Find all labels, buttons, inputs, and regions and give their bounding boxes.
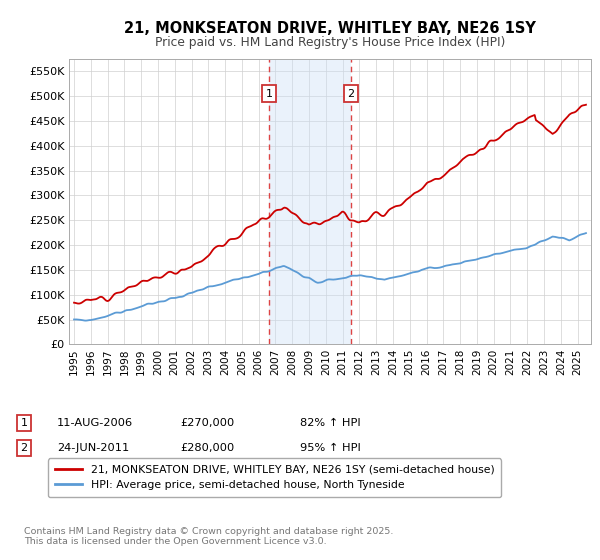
Text: Price paid vs. HM Land Registry's House Price Index (HPI): Price paid vs. HM Land Registry's House … [155, 36, 505, 49]
Text: 11-AUG-2006: 11-AUG-2006 [57, 418, 133, 428]
Legend: 21, MONKSEATON DRIVE, WHITLEY BAY, NE26 1SY (semi-detached house), HPI: Average : 21, MONKSEATON DRIVE, WHITLEY BAY, NE26 … [49, 458, 501, 497]
Text: 24-JUN-2011: 24-JUN-2011 [57, 443, 129, 453]
Bar [269, 59, 350, 344]
Text: Contains HM Land Registry data © Crown copyright and database right 2025.
This d: Contains HM Land Registry data © Crown c… [24, 526, 394, 546]
Text: £270,000: £270,000 [180, 418, 234, 428]
Text: 82% ↑ HPI: 82% ↑ HPI [300, 418, 361, 428]
Text: 1: 1 [265, 88, 272, 99]
Text: 2: 2 [347, 88, 354, 99]
Text: 95% ↑ HPI: 95% ↑ HPI [300, 443, 361, 453]
Text: 1: 1 [20, 418, 28, 428]
Text: £280,000: £280,000 [180, 443, 234, 453]
Text: 2: 2 [20, 443, 28, 453]
Text: 21, MONKSEATON DRIVE, WHITLEY BAY, NE26 1SY: 21, MONKSEATON DRIVE, WHITLEY BAY, NE26 … [124, 21, 536, 36]
